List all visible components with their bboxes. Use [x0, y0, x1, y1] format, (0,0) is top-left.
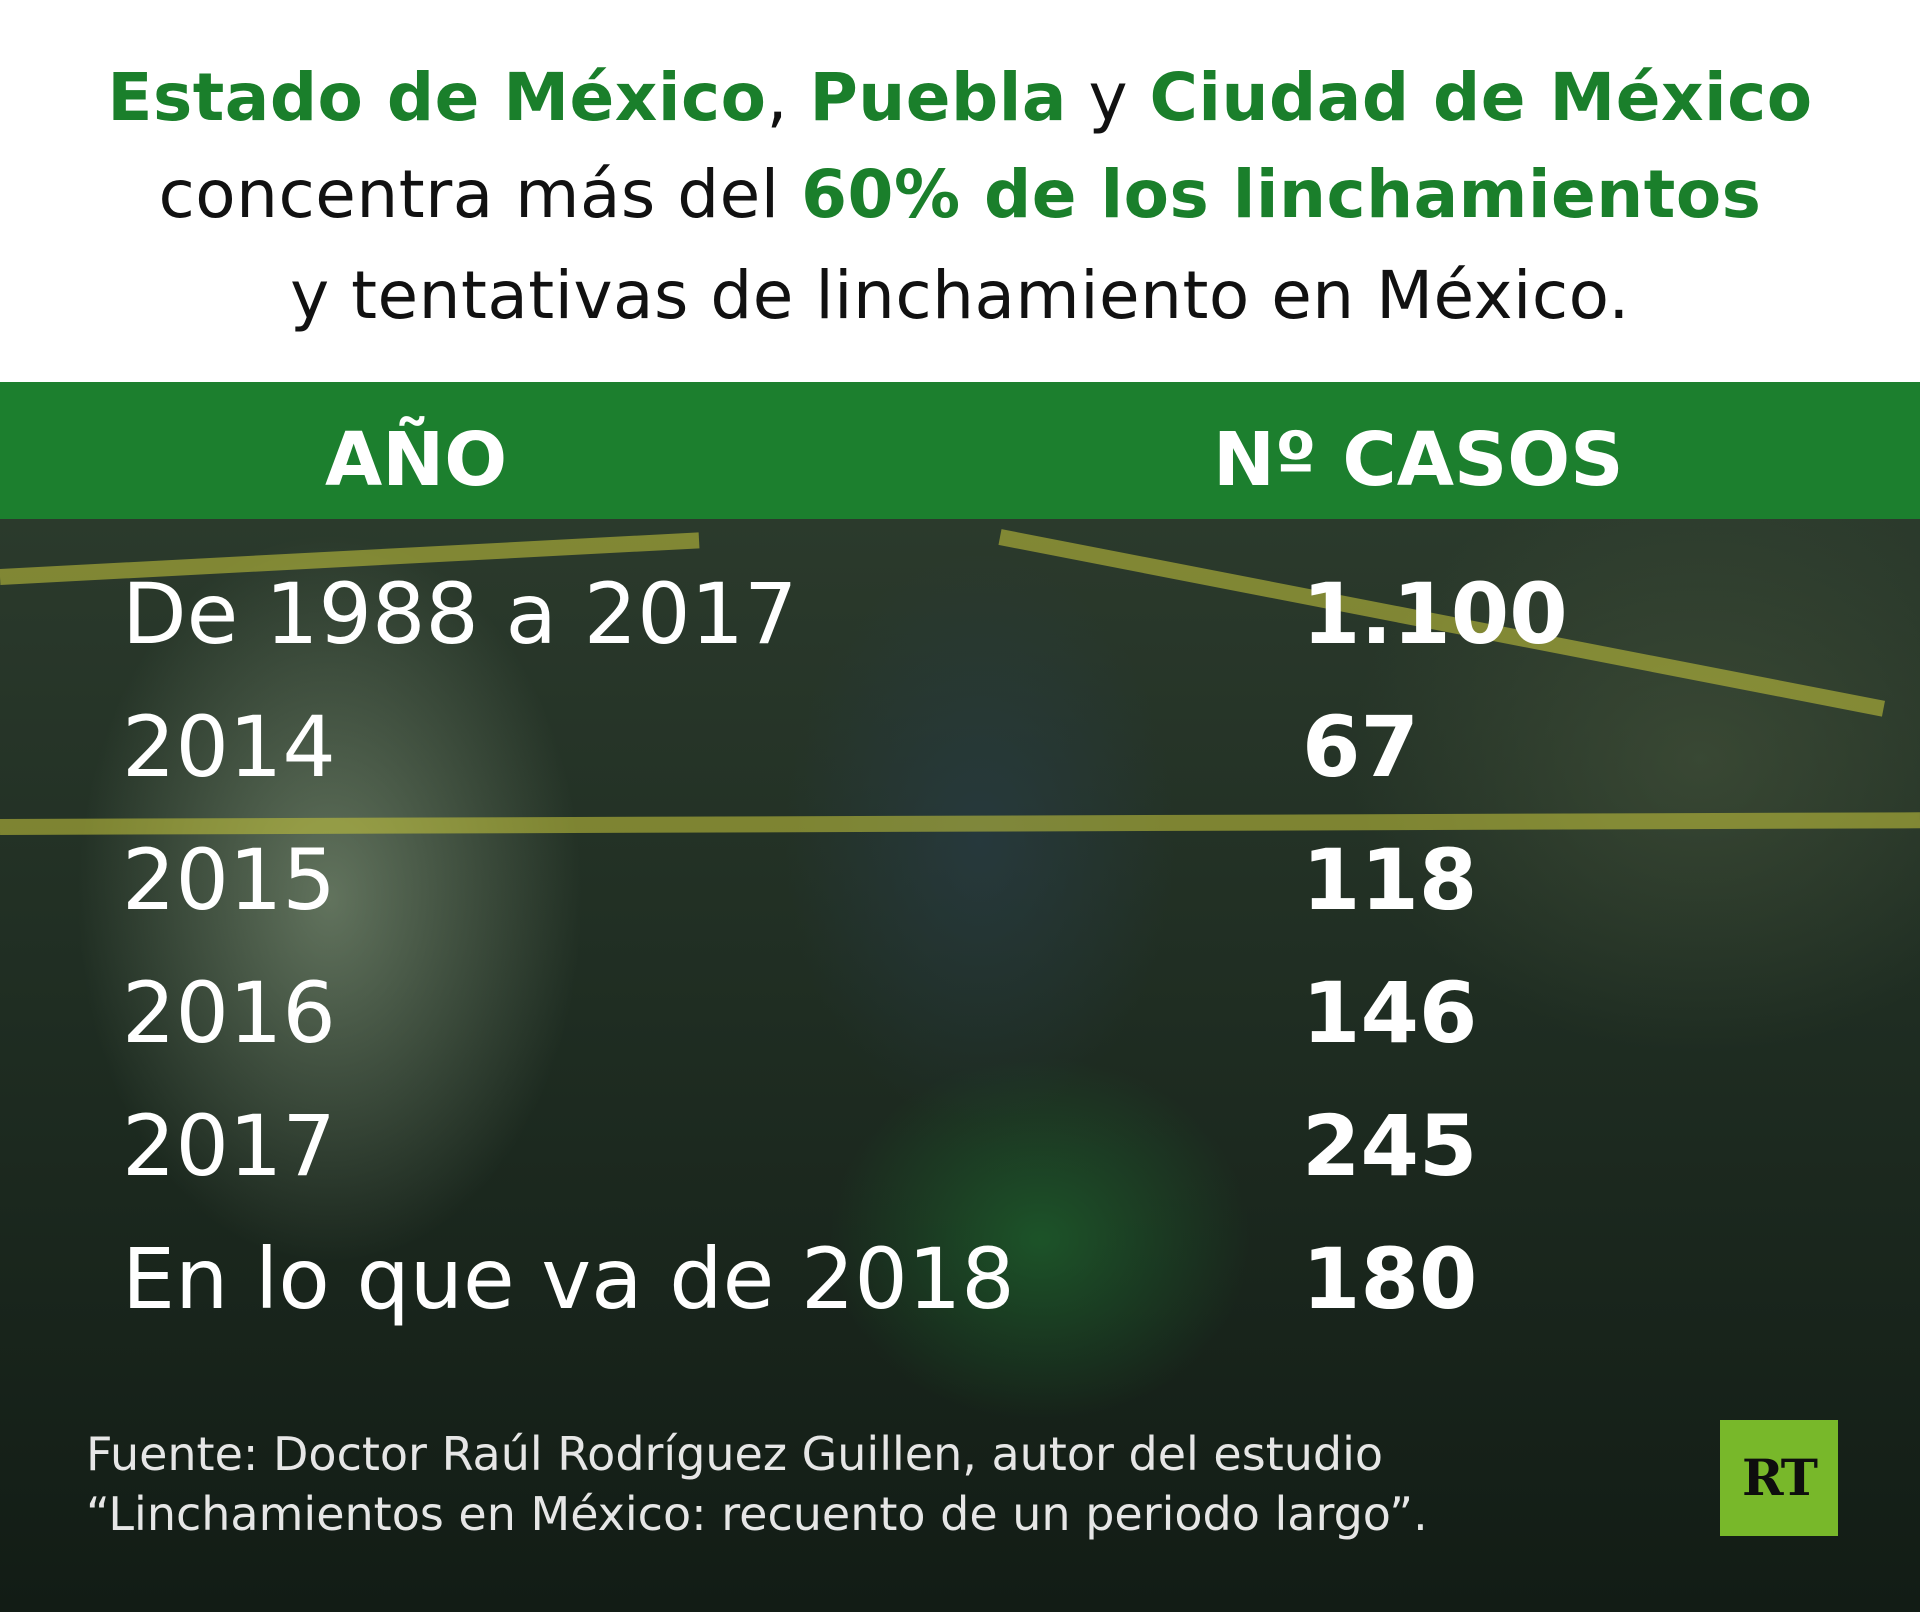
row-case-count: 245 — [1302, 1097, 1478, 1195]
title-block: Estado de México, Puebla y Ciudad de Méx… — [0, 0, 1920, 382]
title-state-cdmx: Ciudad de México — [1149, 59, 1813, 136]
source-line-1: Fuente: Doctor Raúl Rodríguez Guillen, a… — [86, 1427, 1384, 1481]
row-case-count: 1.100 — [1302, 565, 1568, 663]
source-note: Fuente: Doctor Raúl Rodríguez Guillen, a… — [86, 1424, 1428, 1544]
rt-logo: RT — [1720, 1420, 1838, 1536]
title-separator: , — [766, 59, 810, 136]
column-header-year: AÑO — [325, 417, 508, 503]
rt-logo-text: RT — [1742, 1448, 1818, 1507]
title-line-2: concentra más del 60% de los linchamient… — [0, 155, 1920, 235]
row-year-label: 2016 — [122, 964, 336, 1062]
source-line-2: “Linchamientos en México: recuento de un… — [86, 1487, 1428, 1541]
table-body: De 1988 a 2017 1.100 2014 67 2015 118 2016 146 2… — [0, 519, 1920, 1612]
row-case-count: 146 — [1302, 964, 1478, 1062]
title-separator: y — [1066, 59, 1150, 136]
row-year-label: De 1988 a 2017 — [122, 565, 798, 663]
title-highlight: 60% de los linchamientos — [801, 156, 1762, 233]
table-header: AÑO Nº CASOS — [0, 382, 1920, 519]
title-line-1: Estado de México, Puebla y Ciudad de Méx… — [0, 58, 1920, 138]
title-state-puebla: Puebla — [809, 59, 1067, 136]
title-state-edomex: Estado de México — [107, 59, 767, 136]
row-year-label: 2014 — [122, 698, 336, 796]
row-year-label: 2015 — [122, 831, 336, 929]
row-year-label: En lo que va de 2018 — [122, 1230, 1015, 1328]
row-case-count: 67 — [1302, 698, 1419, 796]
row-case-count: 118 — [1302, 831, 1478, 929]
row-year-label: 2017 — [122, 1097, 336, 1195]
title-line-3: y tentativas de linchamiento en México. — [290, 257, 1630, 334]
title-text: concentra más del — [158, 156, 802, 233]
row-case-count: 180 — [1302, 1230, 1478, 1328]
column-header-cases: Nº CASOS — [1213, 417, 1624, 503]
